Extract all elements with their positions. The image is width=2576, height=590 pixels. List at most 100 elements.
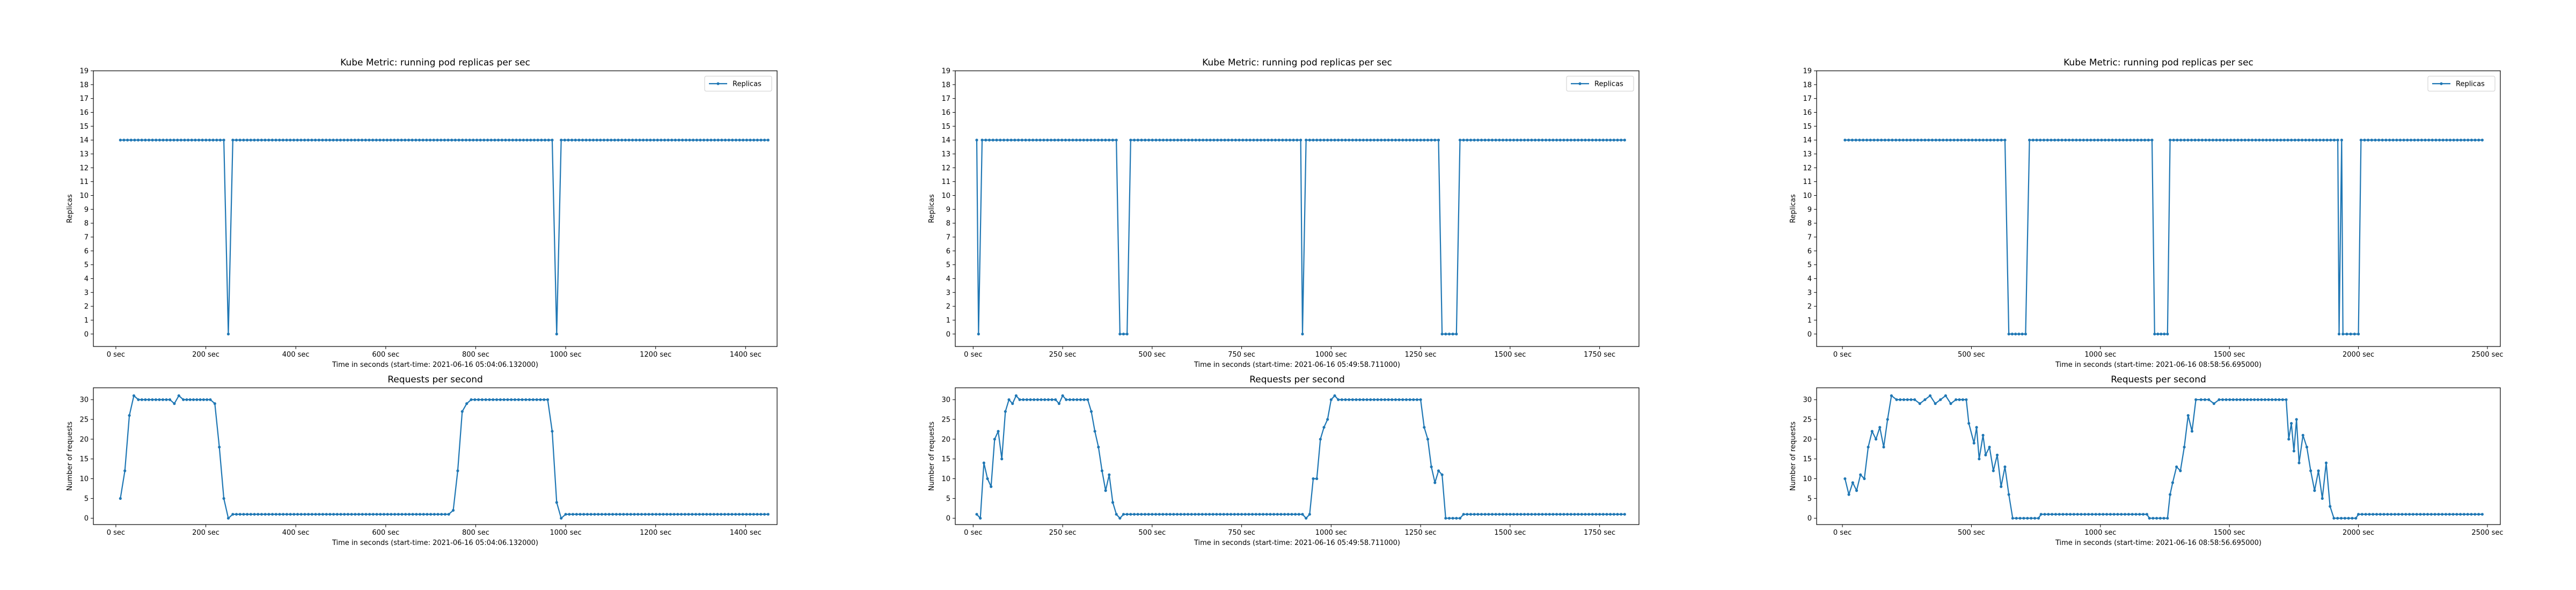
- y-tick-label: 11: [941, 178, 950, 186]
- data-point: [1843, 477, 1847, 481]
- y-tick-label: 2: [84, 303, 89, 311]
- data-point: [2427, 138, 2431, 142]
- data-point: [2219, 138, 2222, 142]
- data-point: [1623, 513, 1626, 516]
- data-point: [188, 398, 192, 401]
- data-point: [2171, 481, 2175, 484]
- data-point: [1329, 138, 1333, 142]
- data-point: [2336, 517, 2339, 520]
- y-tick-label: 14: [1803, 137, 1812, 145]
- data-point: [368, 138, 371, 142]
- data-point: [532, 138, 536, 142]
- data-point: [2007, 493, 2010, 496]
- data-point: [2359, 138, 2362, 142]
- data-point: [1132, 138, 1136, 142]
- data-point: [1369, 398, 1372, 401]
- data-point: [712, 513, 715, 516]
- data-point: [325, 513, 328, 516]
- data-point: [1509, 513, 1512, 516]
- data-point: [589, 513, 592, 516]
- data-point: [2190, 138, 2193, 142]
- data-point: [500, 138, 503, 142]
- y-tick-label: 5: [946, 495, 950, 503]
- data-point: [1949, 402, 1952, 405]
- data-point: [1376, 138, 1379, 142]
- data-point: [763, 513, 766, 516]
- data-point: [584, 138, 588, 142]
- data-point: [1519, 138, 1523, 142]
- data-point: [202, 398, 205, 401]
- y-tick-label: 0: [1807, 330, 1812, 338]
- data-point: [608, 513, 611, 516]
- data-point: [1064, 138, 1067, 142]
- data-point: [1605, 138, 1608, 142]
- data-point: [660, 138, 663, 142]
- data-point: [1847, 138, 1850, 142]
- data-point: [2409, 138, 2413, 142]
- data-point: [158, 398, 161, 401]
- data-point: [766, 138, 770, 142]
- data-point: [480, 398, 484, 401]
- data-point: [2166, 333, 2169, 336]
- y-tick-label: 15: [1803, 123, 1812, 131]
- data-point: [397, 513, 400, 516]
- legend-marker: [2440, 82, 2443, 85]
- data-point: [1122, 333, 1125, 336]
- data-point: [1533, 513, 1537, 516]
- data-point: [2079, 138, 2082, 142]
- data-point: [687, 513, 690, 516]
- data-point: [2473, 138, 2477, 142]
- data-point: [1007, 398, 1011, 401]
- data-point: [2367, 138, 2370, 142]
- legend: Replicas: [704, 76, 772, 92]
- data-point: [1949, 138, 1952, 142]
- data-point: [1337, 398, 1340, 401]
- data-point: [1899, 398, 1902, 401]
- data-point: [709, 138, 713, 142]
- data-point: [2058, 513, 2061, 516]
- data-point: [640, 513, 643, 516]
- data-point: [303, 138, 306, 142]
- y-tick-label: 15: [79, 123, 89, 131]
- data-point: [1093, 138, 1096, 142]
- data-point: [460, 410, 464, 413]
- data-point: [306, 138, 310, 142]
- data-point: [299, 513, 303, 516]
- data-point: [477, 398, 480, 401]
- data-point: [1068, 398, 1072, 401]
- data-point: [1093, 430, 1096, 433]
- x-tick-label: 600 sec: [372, 351, 399, 359]
- data-point: [1061, 394, 1064, 397]
- data-point: [502, 398, 506, 401]
- y-tick-label: 9: [1807, 206, 1812, 214]
- data-point: [493, 138, 496, 142]
- data-point: [2295, 418, 2298, 421]
- data-point: [136, 138, 140, 142]
- data-point: [1605, 513, 1608, 516]
- data-point: [2256, 398, 2259, 401]
- data-point: [977, 333, 980, 336]
- data-point: [2289, 422, 2293, 425]
- data-point: [1118, 333, 1122, 336]
- data-point: [1869, 138, 1872, 142]
- data-point: [353, 138, 356, 142]
- data-point: [1115, 513, 1118, 516]
- data-point: [723, 138, 727, 142]
- data-point: [1265, 513, 1268, 516]
- data-point: [2224, 398, 2228, 401]
- data-point: [332, 138, 335, 142]
- x-tick-label: 0 sec: [1833, 351, 1851, 359]
- data-point: [197, 138, 201, 142]
- data-point: [257, 138, 260, 142]
- x-axis-label: Time in seconds (start-time: 2021-06-16 …: [332, 361, 538, 369]
- data-point: [436, 138, 439, 142]
- data-point: [1961, 398, 1965, 401]
- data-point: [129, 138, 133, 142]
- data-point: [645, 138, 648, 142]
- y-tick-label: 13: [1803, 150, 1812, 158]
- data-point: [1993, 138, 1996, 142]
- data-point: [385, 138, 389, 142]
- data-point: [1296, 138, 1299, 142]
- data-point: [1526, 138, 1529, 142]
- data-point: [1555, 138, 1558, 142]
